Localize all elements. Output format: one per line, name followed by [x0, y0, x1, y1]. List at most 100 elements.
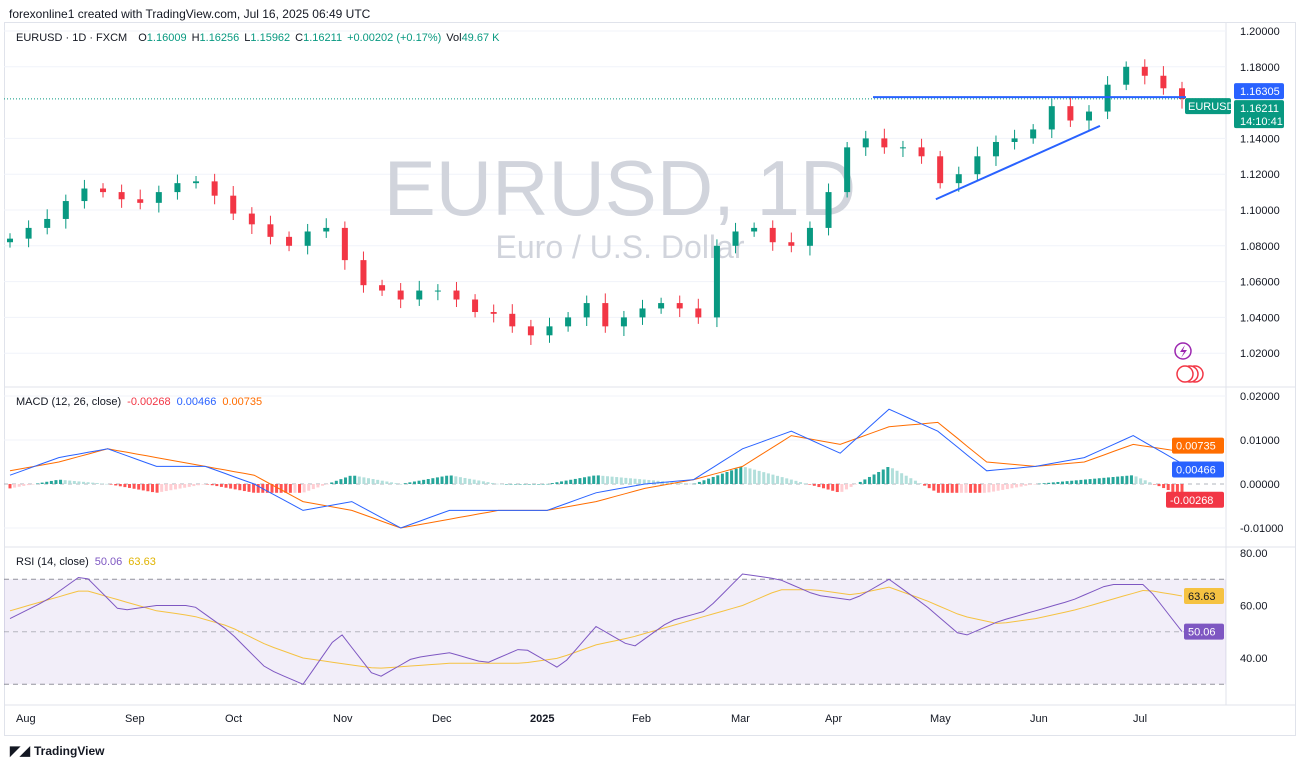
macd-histogram-bar: [123, 484, 127, 488]
macd-histogram-bar: [233, 484, 237, 490]
symbol-tag: EURUSD: [1188, 101, 1235, 113]
macd-histogram-bar: [555, 482, 559, 484]
macd-histogram-bar: [1065, 481, 1069, 484]
macd-histogram-bar: [757, 470, 761, 484]
macd-signal-line: [9, 421, 1183, 529]
rsi-legend[interactable]: RSI (14, close) 50.06 63.63: [16, 556, 156, 568]
macd-histogram-bar: [385, 481, 389, 484]
macd-histogram-bar: [605, 476, 609, 484]
macd-histogram-bar: [665, 481, 669, 484]
macd-histogram-bar: [753, 469, 757, 484]
candle-body: [602, 303, 609, 327]
macd-histogram-bar: [40, 482, 44, 484]
macd-histogram-bar: [1166, 484, 1170, 491]
macd-histogram-bar: [394, 483, 398, 484]
candle-body: [25, 227, 32, 239]
time-axis-label: 2025: [530, 713, 554, 725]
candle-body: [658, 303, 665, 309]
candle-body: [769, 227, 776, 243]
candle-body: [713, 245, 720, 318]
macd-histogram-bar: [339, 479, 343, 484]
watermark-title: EURUSD, 1D: [384, 144, 856, 232]
time-axis-label: Jun: [1030, 713, 1048, 725]
macd-histogram-bar: [141, 484, 145, 491]
symbol-info[interactable]: EURUSD · 1D · FXCM: [16, 32, 128, 44]
symbol-legend: EURUSD · 1D · FXCM O1.16009 H1.16256 L1.…: [16, 32, 499, 44]
candle-body: [881, 138, 888, 148]
macd-histogram-bar: [26, 484, 30, 486]
candle-body: [44, 218, 51, 228]
watermark-subtitle: Euro / U.S. Dollar: [496, 229, 745, 265]
macd-histogram-bar: [895, 470, 899, 484]
candle-body: [992, 141, 999, 157]
macd-histogram-bar: [279, 484, 283, 493]
macd-histogram-bar: [881, 469, 885, 484]
macd-histogram-bar: [440, 476, 444, 484]
lightning-bolt-icon: [1180, 345, 1187, 358]
macd-price-label: 0.00466: [1176, 464, 1216, 476]
rsi-tick-label: 80.00: [1240, 548, 1268, 560]
macd-histogram-bar: [748, 468, 752, 484]
macd-histogram-bar: [481, 481, 485, 484]
macd-line: [9, 408, 1183, 529]
candle-body: [825, 192, 832, 228]
macd-histogram-bar: [546, 483, 550, 485]
macd-histogram-bar: [59, 479, 63, 484]
macd-histogram-bar: [252, 484, 256, 493]
rsi-ma-value: 63.63: [128, 556, 156, 568]
rsi-price-label-bg: [1184, 623, 1224, 640]
macd-histogram-bar: [789, 479, 793, 484]
macd-histogram-bar: [376, 479, 380, 484]
macd-histogram-bar: [1134, 476, 1138, 484]
macd-histogram-bar: [403, 483, 407, 484]
candle-body: [899, 147, 906, 149]
macd-histogram-bar: [348, 475, 352, 484]
macd-tick-label: 0.00000: [1240, 479, 1280, 491]
macd-histogram-bar: [187, 484, 191, 487]
macd-histogram-bar: [624, 477, 628, 484]
macd-histogram-bar: [950, 484, 954, 493]
macd-histogram-bar: [1097, 478, 1101, 484]
macd-histogram-bar: [1148, 482, 1152, 484]
macd-histogram-bar: [417, 480, 421, 484]
macd-histogram-bar: [219, 484, 223, 487]
macd-histogram-bar: [183, 484, 187, 488]
macd-histogram-bar: [1111, 477, 1115, 484]
macd-histogram-bar: [923, 484, 927, 486]
macd-histogram-bar: [449, 475, 453, 484]
time-axis-label: Feb: [632, 713, 651, 725]
macd-histogram-bar: [284, 484, 288, 493]
macd-histogram-bar: [256, 484, 260, 493]
candle-body: [453, 290, 460, 300]
macd-histogram-bar: [918, 483, 922, 484]
macd-histogram-bar: [1125, 475, 1129, 484]
candle-body: [751, 227, 758, 232]
rsi-tick-label: 60.00: [1240, 601, 1268, 613]
macd-histogram-bar: [1042, 483, 1046, 484]
macd-histogram-bar: [1019, 484, 1023, 487]
macd-legend[interactable]: MACD (12, 26, close) -0.00268 0.00466 0.…: [16, 396, 262, 408]
macd-histogram-bar: [1083, 479, 1087, 484]
candle-body: [583, 303, 590, 318]
macd-histogram-bar: [578, 478, 582, 484]
candle-body: [639, 308, 646, 318]
macd-histogram-bar: [532, 484, 536, 485]
macd-histogram-bar: [1079, 479, 1083, 484]
candle-body: [81, 188, 88, 202]
tradingview-logo[interactable]: ◤◢ TradingView: [10, 743, 104, 759]
macd-histogram-bar: [164, 484, 168, 492]
macd-histogram-bar: [95, 483, 99, 484]
macd-histogram-bar: [150, 484, 154, 493]
macd-histogram-bar: [1088, 479, 1092, 484]
candle-body: [1141, 66, 1148, 76]
macd-tick-label: 0.01000: [1240, 435, 1280, 447]
tradingview-logo-icon: ◤◢: [10, 743, 30, 758]
candle-body: [918, 147, 925, 157]
macd-histogram-bar: [8, 484, 12, 489]
bar-countdown: 14:10:41: [1240, 116, 1283, 128]
macd-histogram-bar: [380, 480, 384, 484]
macd-histogram-bar: [684, 483, 688, 484]
macd-histogram-bar: [91, 482, 95, 484]
chart-credit: forexonline1 created with TradingView.co…: [9, 7, 371, 21]
